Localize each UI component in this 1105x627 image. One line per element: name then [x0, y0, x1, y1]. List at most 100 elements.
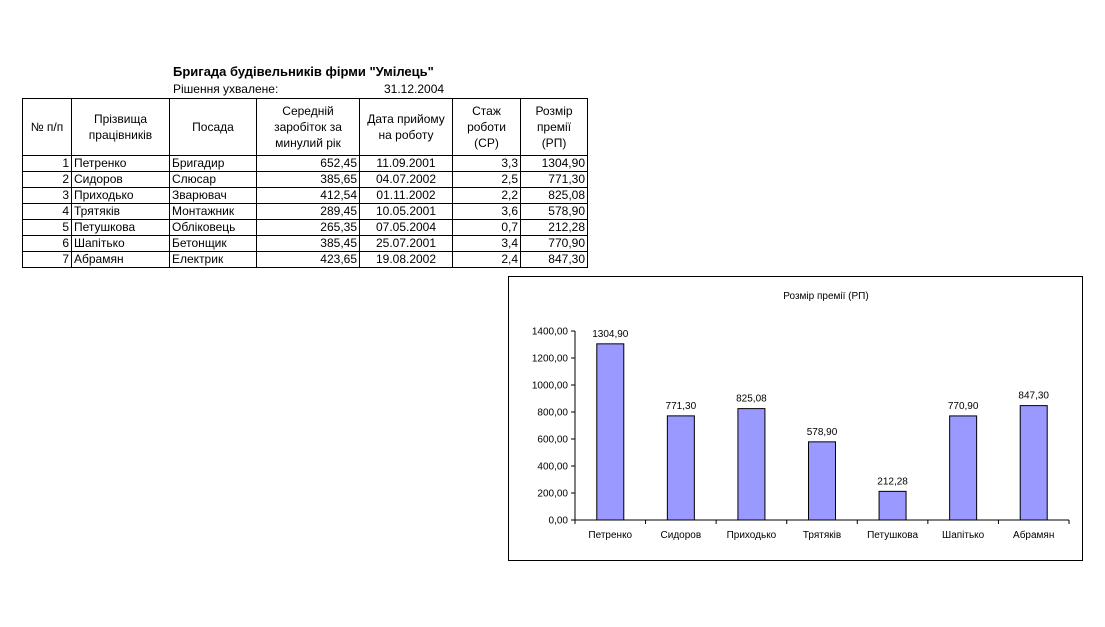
cell-number: 5: [22, 219, 72, 236]
cell-surname: Трятяків: [71, 203, 170, 220]
cell-position: Бетонщик: [169, 235, 257, 252]
bonus-chart-svg: Розмір премії (РП) 0,00 200,00 400,00 600,00…: [532, 291, 1070, 541]
cell-experience: 3,6: [452, 203, 521, 220]
cell-number: 6: [22, 235, 72, 252]
y-tick-label: 400,00: [537, 462, 568, 473]
cell-avg-salary: 385,45: [256, 235, 360, 252]
header-hire-date: Дата прийому на роботу: [359, 98, 453, 156]
cell-hire-date: 01.11.2002: [359, 187, 453, 204]
header-surname: Прізвища працівників: [71, 98, 170, 156]
y-tick-label: 600,00: [537, 435, 568, 446]
y-tick-label: 0,00: [549, 516, 569, 527]
table-row: 4 Трятяків Монтажник 289,45 10.05.2001 3,6 578…: [22, 203, 588, 220]
cell-number: 7: [22, 251, 72, 268]
cell-hire-date: 11.09.2001: [359, 155, 453, 172]
bar-data-label: 771,30: [666, 401, 697, 412]
workers-table: № п/п Прізвища працівників Посада Середн…: [22, 98, 588, 268]
x-tick-label: Трятяків: [803, 530, 841, 541]
bar: [1019, 405, 1048, 521]
table-row: 2 Сидоров Слюсар 385,65 04.07.2002 2,5 771,30: [22, 171, 588, 188]
cell-avg-salary: 412,54: [256, 187, 360, 204]
cell-avg-salary: 289,45: [256, 203, 360, 220]
bar: [949, 415, 978, 521]
cell-hire-date: 07.05.2004: [359, 219, 453, 236]
cell-experience: 2,4: [452, 251, 521, 268]
x-tick-label: Петренко: [588, 530, 632, 541]
header-avg-salary: Середній заробіток за минулий рік: [256, 98, 360, 156]
chart-title: Розмір премії (РП): [783, 291, 868, 302]
cell-number: 1: [22, 155, 72, 172]
table-header-row: № п/п Прізвища працівників Посада Середн…: [22, 98, 588, 156]
cell-experience: 3,3: [452, 155, 521, 172]
y-tick-label: 1400,00: [532, 327, 569, 338]
x-tick-label: Петушкова: [867, 530, 918, 541]
table-row: 1 Петренко Бригадир 652,45 11.09.2001 3,3 1304…: [22, 155, 588, 172]
x-tick-label: Сидоров: [661, 530, 702, 541]
document-title: Бригада будівельників фірми "Умілець": [173, 64, 434, 79]
x-tick-label: Приходько: [727, 530, 777, 541]
cell-bonus: 825,08: [520, 187, 588, 204]
bar: [737, 408, 766, 521]
bar-data-label: 770,90: [948, 401, 979, 412]
cell-surname: Абрамян: [71, 251, 170, 268]
header-experience: Стаж роботи (СР): [452, 98, 521, 156]
bar-data-label: 847,30: [1018, 391, 1049, 402]
bar: [878, 490, 907, 521]
bar: [808, 441, 836, 521]
bar-data-label: 825,08: [736, 394, 767, 405]
bar-data-label: 1304,90: [592, 329, 629, 340]
cell-surname: Шапітько: [71, 235, 170, 252]
cell-experience: 2,5: [452, 171, 521, 188]
cell-bonus: 212,28: [520, 219, 588, 236]
table-row: 6 Шапітько Бетонщик 385,45 25.07.2001 3,4 770,…: [22, 235, 588, 252]
cell-number: 3: [22, 187, 72, 204]
table-row: 5 Петушкова Обліковець 265,35 07.05.2004 0,7 2…: [22, 219, 588, 236]
cell-bonus: 1304,90: [520, 155, 588, 172]
cell-position: Бригадир: [169, 155, 257, 172]
cell-position: Монтажник: [169, 203, 257, 220]
table-row: 7 Абрамян Електрик 423,65 19.08.2002 2,4 847,3…: [22, 251, 588, 268]
cell-avg-salary: 265,35: [256, 219, 360, 236]
cell-avg-salary: 423,65: [256, 251, 360, 268]
cell-avg-salary: 385,65: [256, 171, 360, 188]
cell-position: Зварювач: [169, 187, 257, 204]
cell-number: 2: [22, 171, 72, 188]
cell-experience: 3,4: [452, 235, 521, 252]
cell-hire-date: 04.07.2002: [359, 171, 453, 188]
bar: [596, 343, 625, 521]
header-number: № п/п: [22, 98, 72, 156]
x-tick-label: Абрамян: [1013, 529, 1054, 541]
cell-bonus: 770,90: [520, 235, 588, 252]
cell-experience: 0,7: [452, 219, 521, 236]
cell-surname: Приходько: [71, 187, 170, 204]
bar-data-label: 578,90: [807, 427, 838, 438]
cell-hire-date: 19.08.2002: [359, 251, 453, 268]
table-row: 3 Приходько Зварювач 412,54 01.11.2002 2,2 825…: [22, 187, 588, 204]
decision-date: 31.12.2004: [384, 82, 445, 96]
y-tick-label: 800,00: [537, 408, 568, 419]
bonus-chart: Розмір премії (РП) 0,00 200,00 400,00 600,00…: [508, 276, 1083, 561]
y-tick-label: 1200,00: [532, 354, 569, 365]
y-tick-label: 1000,00: [532, 381, 569, 392]
cell-position: Обліковець: [169, 219, 257, 236]
bar-data-label: 212,28: [877, 476, 908, 487]
cell-number: 4: [22, 203, 72, 220]
cell-bonus: 847,30: [520, 251, 588, 268]
cell-surname: Петушкова: [71, 219, 170, 236]
cell-avg-salary: 652,45: [256, 155, 360, 172]
header-bonus: Розмір премії (РП): [520, 98, 588, 156]
cell-position: Слюсар: [169, 171, 257, 188]
header-position: Посада: [169, 98, 257, 156]
decision-label: Рішення ухвалене:: [173, 82, 279, 96]
bar: [666, 415, 695, 521]
cell-hire-date: 25.07.2001: [359, 235, 453, 252]
cell-bonus: 771,30: [520, 171, 588, 188]
cell-experience: 2,2: [452, 187, 521, 204]
y-tick-label: 200,00: [537, 489, 568, 500]
cell-hire-date: 10.05.2001: [359, 203, 453, 220]
cell-surname: Сидоров: [71, 171, 170, 188]
x-tick-label: Шапітько: [942, 530, 985, 541]
cell-position: Електрик: [169, 251, 257, 268]
cell-surname: Петренко: [71, 155, 170, 172]
cell-bonus: 578,90: [520, 203, 588, 220]
